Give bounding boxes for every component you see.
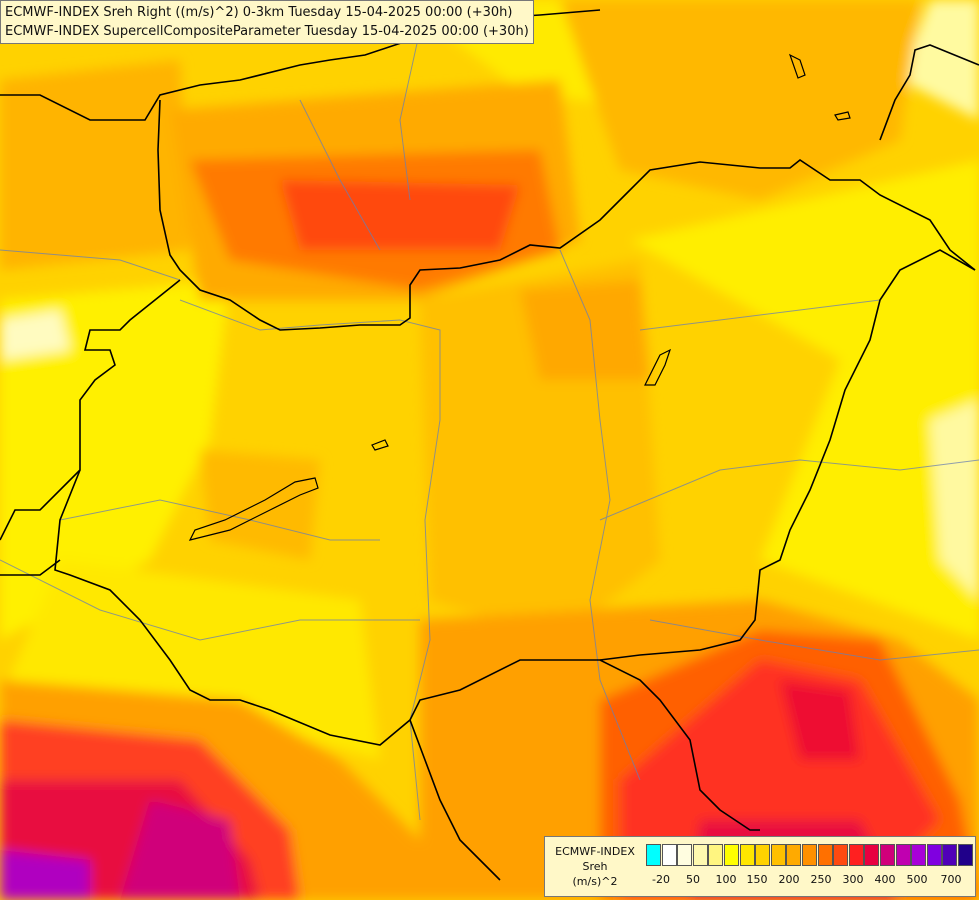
legend-swatch — [661, 844, 677, 866]
legend-swatch — [692, 844, 708, 866]
map-title-box: ECMWF-INDEX Sreh Right ((m/s)^2) 0-3km T… — [0, 0, 534, 44]
legend-swatch — [802, 844, 817, 866]
legend-swatch — [833, 844, 849, 866]
legend-swatch — [942, 844, 958, 866]
legend-swatch — [739, 844, 755, 866]
legend-tick-label: 50 — [686, 873, 700, 886]
map-title-sreh: ECMWF-INDEX Sreh Right ((m/s)^2) 0-3km T… — [5, 5, 513, 20]
legend-swatch — [770, 844, 786, 866]
legend-swatch — [708, 844, 724, 866]
legend-swatch — [895, 844, 911, 866]
legend-tick-label: 400 — [874, 873, 896, 886]
legend-swatch — [848, 844, 864, 866]
legend-tick-label: 500 — [906, 873, 928, 886]
legend-swatch — [677, 844, 693, 866]
legend-tick-label: 150 — [746, 873, 768, 886]
legend-title: ECMWF-INDEX Sreh (m/s)^2 — [549, 844, 641, 889]
legend-swatch — [864, 844, 880, 866]
color-legend: ECMWF-INDEX Sreh (m/s)^2 -20 50 100 150 200 2… — [544, 836, 976, 897]
legend-swatch — [817, 844, 833, 866]
legend-swatch — [911, 844, 927, 866]
legend-swatch — [958, 844, 973, 866]
legend-tick-label: -20 — [652, 873, 670, 886]
legend-tick-label: 100 — [715, 873, 737, 886]
map-title-scp: ECMWF-INDEX SupercellCompositeParameter … — [5, 24, 529, 39]
legend-tick-label: 250 — [810, 873, 832, 886]
lakes — [188, 53, 851, 541]
legend-swatch — [786, 844, 802, 866]
borders — [0, 9, 979, 881]
legend-swatch — [755, 844, 771, 866]
legend-unit: (m/s)^2 — [572, 875, 618, 888]
legend-tick-label: 200 — [778, 873, 800, 886]
legend-tick-label: 300 — [842, 873, 864, 886]
rivers — [0, 29, 979, 821]
legend-tick-label: 700 — [940, 873, 962, 886]
legend-swatch — [926, 844, 942, 866]
legend-swatch — [880, 844, 895, 866]
legend-model: ECMWF-INDEX — [555, 845, 635, 858]
legend-swatch — [646, 844, 661, 866]
legend-swatch — [724, 844, 739, 866]
legend-variable: Sreh — [582, 860, 608, 873]
